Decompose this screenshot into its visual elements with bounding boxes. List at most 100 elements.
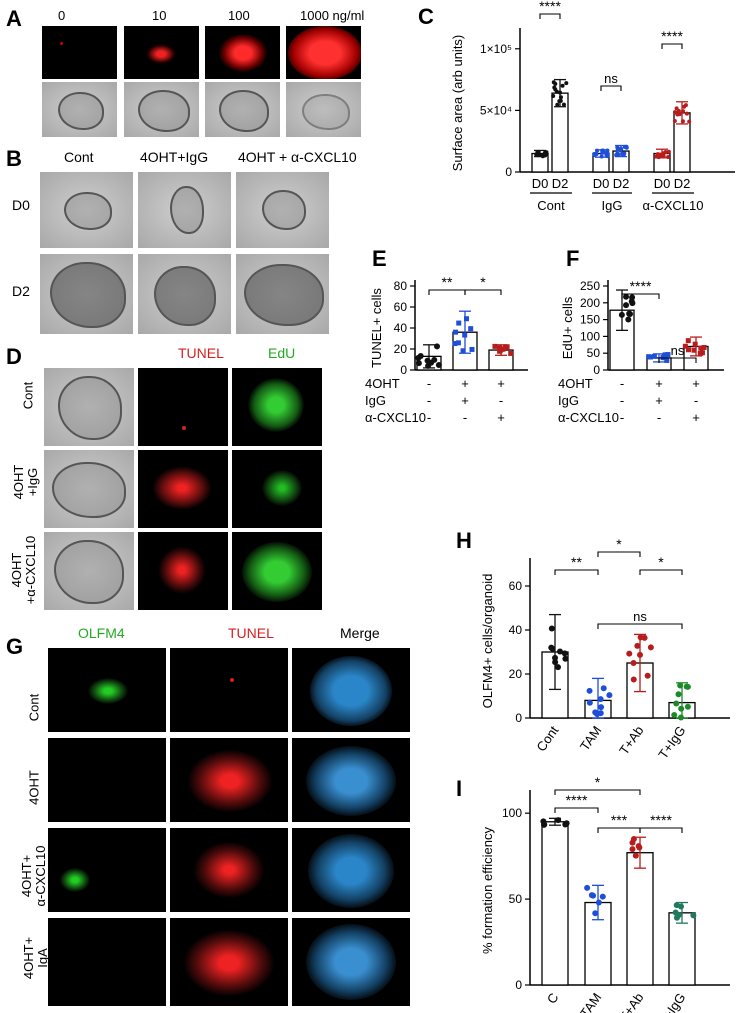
chart-f-table-row-label: α-CXCL10 (558, 410, 619, 425)
d-edu-cxcl10 (232, 532, 322, 610)
dose-label-10: 10 (152, 8, 167, 23)
chart-i-category-label: C (544, 990, 562, 1006)
chart-i-point (563, 820, 570, 827)
chart-e-sig-bracket (464, 289, 502, 295)
chart-f-table-cell: - (620, 376, 624, 391)
chart-e-table-cell: + (497, 376, 505, 391)
chart-e-point (460, 348, 466, 354)
chart-f-point (698, 345, 704, 351)
panel-letter-h: H (456, 528, 472, 553)
chart-h-category-label: TAM (577, 723, 604, 753)
chart-c-sig-bracket (600, 85, 622, 91)
panel-letter-a: A (6, 6, 22, 31)
chart-f-point (623, 302, 630, 309)
bf-igg-d2 (138, 254, 231, 334)
chart-e-point (456, 320, 462, 326)
chart-f-point (623, 293, 630, 300)
chart-c-sig-bracket (539, 13, 561, 19)
chart-c-point (592, 153, 597, 158)
chart-f-point (661, 354, 667, 360)
chart-h-point (549, 645, 556, 652)
chart-e-table-row-label: 4OHT (365, 376, 400, 391)
chart-e-ytick-label: 20 (394, 342, 408, 356)
chart-e-point (455, 340, 461, 346)
chart-h-point (586, 687, 593, 694)
g-olfm4-cont (48, 648, 166, 732)
chart-f-point (647, 354, 653, 360)
g-merge-cxcl10 (292, 828, 410, 912)
chart-c-point (535, 150, 540, 155)
chart-c-point (600, 148, 605, 153)
chart-i-sig-bracket (639, 827, 683, 833)
d-tunel-cont (138, 368, 228, 446)
chart-i-bar (668, 912, 696, 986)
chart-h-point (592, 709, 599, 716)
chart-h-point (634, 642, 641, 649)
chart-c-point (603, 150, 608, 155)
chart-f-point (686, 347, 692, 353)
chart-c-group-label: α-CXCL10 (643, 198, 704, 213)
bf-cxcl10-d2 (236, 254, 329, 334)
chart-h-point (677, 714, 684, 721)
chart-c-point (564, 81, 569, 86)
chart-i-sig-bracket (597, 827, 641, 833)
chart-e-sig-bracket (428, 289, 466, 295)
chart-f-point (692, 341, 698, 347)
g-tunel-cxcl10 (170, 828, 288, 912)
brightfield-image-1000 (286, 82, 361, 137)
chart-i-ylabel: % formation efficiency (480, 827, 495, 954)
chart-h-point (684, 683, 691, 690)
chart-e-point (468, 326, 474, 332)
chart-f-ytick-label: 250 (580, 279, 600, 293)
chart-i-point (592, 910, 599, 917)
col-label-tunel: TUNEL (178, 345, 224, 361)
chart-h-ytick-label: 60 (509, 579, 523, 593)
chart-e-point (417, 353, 424, 360)
chart-e-ytick-label: 80 (394, 279, 408, 293)
chart-h-point (561, 650, 568, 657)
g-olfm4-cxcl10 (48, 828, 166, 912)
chart-h-sig-bracket (554, 569, 599, 575)
chart-c-point (618, 146, 623, 151)
chart-c-point (687, 119, 692, 124)
chart-f-ytick-label: 150 (580, 313, 600, 327)
chart-h-point (600, 685, 607, 692)
chart-i-category-label: T+Ab (616, 990, 646, 1013)
chart-f-point (627, 311, 634, 318)
chart-h-category-label: T+Ab (616, 723, 646, 757)
chart-i-point (595, 899, 602, 906)
chart-e-point (415, 360, 422, 367)
chart-f-point (618, 311, 625, 318)
chart-e-table-cell: - (427, 410, 431, 425)
chart-h-point (671, 712, 678, 719)
chart-e-table-cell: - (499, 393, 503, 408)
chart-f-table-row-label: 4OHT (558, 376, 593, 391)
chart-i-point (673, 902, 680, 909)
chart-c-ytick-label: 5×10⁴ (480, 103, 512, 117)
chart-c-point (684, 111, 689, 116)
panel-letter-g: G (6, 634, 24, 659)
chart-i-point (672, 909, 679, 916)
chart-f-ylabel: EdU+ cells (560, 296, 575, 359)
chart-h-ytick-label: 40 (509, 623, 523, 637)
chart-e-point (463, 316, 469, 322)
chart-i-point (584, 884, 591, 891)
chart-c-point (661, 154, 666, 159)
chart-e-point (462, 332, 468, 338)
chart-c-point (555, 102, 560, 107)
bf-cont-d2 (40, 254, 133, 334)
chart-i-bar (626, 852, 654, 986)
chart-f-sig-bracket (658, 357, 697, 363)
chart-f-table-cell: - (620, 410, 624, 425)
chart-c-ylabel: Surface area (arb units) (450, 35, 465, 172)
chart-e-sig-label: * (480, 274, 486, 290)
g-olfm4-iga (48, 918, 166, 1006)
chart-h-point (675, 691, 682, 698)
chart-i-sig-bracket (554, 807, 599, 813)
chart-c-category-label: D0 (532, 176, 549, 191)
chart-e-point (424, 357, 431, 364)
panel-letter-c: C (418, 4, 434, 29)
g-merge-cont (292, 648, 410, 732)
chart-f-point (625, 316, 632, 323)
chart-c-point (551, 94, 556, 99)
